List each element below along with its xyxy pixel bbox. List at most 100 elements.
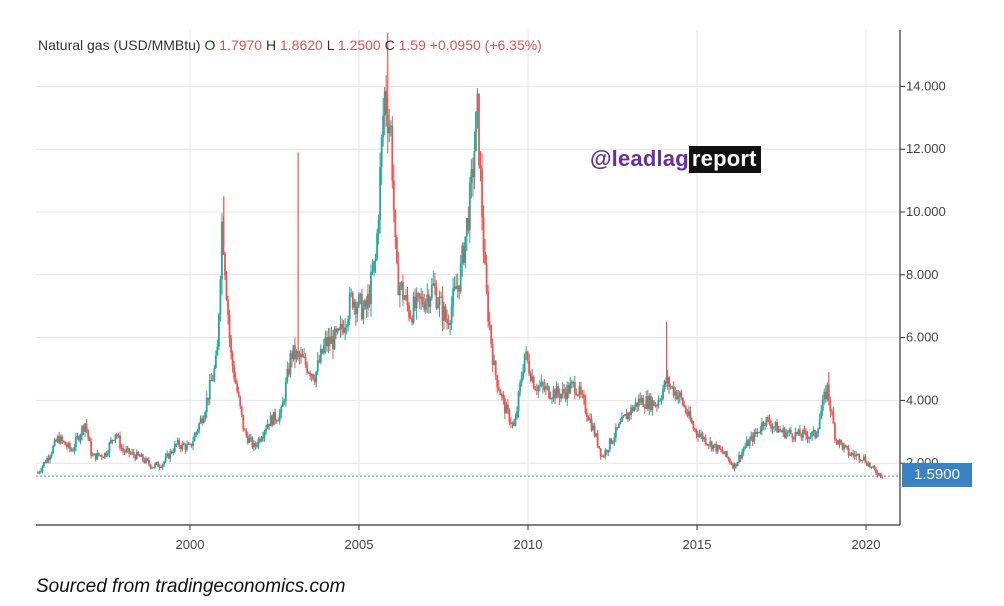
candle-body: [151, 467, 153, 469]
candle-body: [648, 395, 651, 410]
candle-body: [727, 457, 730, 460]
candle-body: [566, 385, 569, 400]
candle-body: [742, 448, 745, 452]
candle-body: [164, 456, 167, 462]
candle-body: [158, 466, 161, 468]
candle-body: [505, 404, 508, 414]
candle-body: [313, 379, 316, 383]
candle-body: [576, 394, 579, 396]
candle-body: [123, 451, 126, 453]
candle-body: [234, 378, 237, 384]
candle-body: [510, 422, 512, 424]
watermark-logo: @leadlag report: [590, 146, 761, 173]
candle-body: [61, 436, 64, 441]
candle-body: [779, 429, 782, 431]
candle-body: [271, 415, 274, 426]
candle-body: [81, 426, 83, 436]
candle-body: [794, 432, 797, 440]
candle-body: [176, 440, 179, 444]
candle-body: [128, 448, 131, 454]
candle-body: [578, 386, 581, 396]
candle-body: [446, 319, 448, 324]
candle-body: [537, 386, 540, 391]
candle-body: [117, 435, 120, 437]
candle-body: [756, 432, 759, 434]
candle-body: [385, 91, 388, 115]
candle-body: [519, 382, 521, 393]
candle-body: [427, 294, 430, 307]
y-tick-label: 8.000: [906, 267, 939, 282]
candle-body: [722, 452, 725, 455]
candle-body: [662, 389, 664, 399]
candle-body: [319, 349, 322, 363]
candle-body: [37, 472, 39, 474]
candle-body: [256, 445, 258, 447]
candle-body: [52, 445, 55, 454]
candle-body: [611, 441, 614, 444]
candle-body: [806, 435, 809, 440]
candle-body: [829, 400, 832, 412]
candle-body: [849, 455, 852, 457]
candle-body: [376, 233, 378, 259]
candle-body: [583, 394, 585, 399]
candle-body: [817, 428, 820, 434]
candle-body: [703, 437, 705, 440]
candle-body: [820, 410, 823, 419]
candle-body: [785, 432, 788, 438]
candle-body: [508, 409, 511, 423]
candle-body: [616, 427, 619, 429]
candle-body: [193, 434, 196, 442]
candle-body: [41, 466, 44, 471]
candle-body: [783, 428, 786, 438]
candle-body: [713, 443, 716, 445]
candle-body: [558, 393, 561, 399]
candle-body: [131, 452, 134, 454]
candle-body: [146, 458, 149, 461]
candle-body: [138, 455, 141, 458]
candle-body: [233, 365, 236, 379]
candle-body: [286, 368, 289, 382]
candle-body: [330, 336, 333, 344]
candle-body: [88, 437, 91, 441]
candle-body: [345, 326, 348, 328]
candle-body: [137, 451, 140, 456]
candle-body: [141, 454, 144, 461]
candle-body: [686, 412, 689, 416]
candle-body: [482, 217, 485, 253]
candle-body: [663, 380, 666, 390]
candle-body: [692, 423, 695, 429]
candle-body: [208, 380, 211, 400]
candle-body: [377, 219, 380, 234]
candle-body: [750, 435, 753, 440]
candle-body: [248, 437, 251, 443]
candle-body: [795, 432, 798, 434]
candle-body: [58, 436, 61, 444]
candle-body: [111, 439, 114, 441]
candle-body: [704, 437, 707, 445]
candle-body: [669, 386, 672, 388]
candle-body: [499, 390, 502, 395]
candle-body: [668, 377, 671, 387]
candle-body: [76, 436, 79, 438]
candle-body: [418, 293, 421, 299]
candle-body: [525, 351, 528, 354]
candle-body: [170, 451, 173, 453]
candle-body: [485, 263, 488, 292]
candle-body: [287, 368, 290, 375]
candle-body: [382, 115, 385, 138]
candle-body: [207, 397, 210, 400]
candle-body: [506, 404, 509, 410]
candle-body: [219, 279, 222, 315]
candle-body: [646, 396, 649, 410]
candle-body: [342, 328, 345, 333]
candle-body: [318, 360, 321, 363]
candle-body: [630, 407, 632, 416]
candle-body: [204, 412, 207, 420]
candle-body: [383, 91, 386, 116]
candle-body: [757, 432, 760, 434]
candle-body: [257, 438, 260, 446]
candle-body: [43, 462, 45, 467]
candle-body: [300, 354, 302, 358]
candle-body: [554, 389, 556, 399]
candle-body: [455, 286, 458, 290]
